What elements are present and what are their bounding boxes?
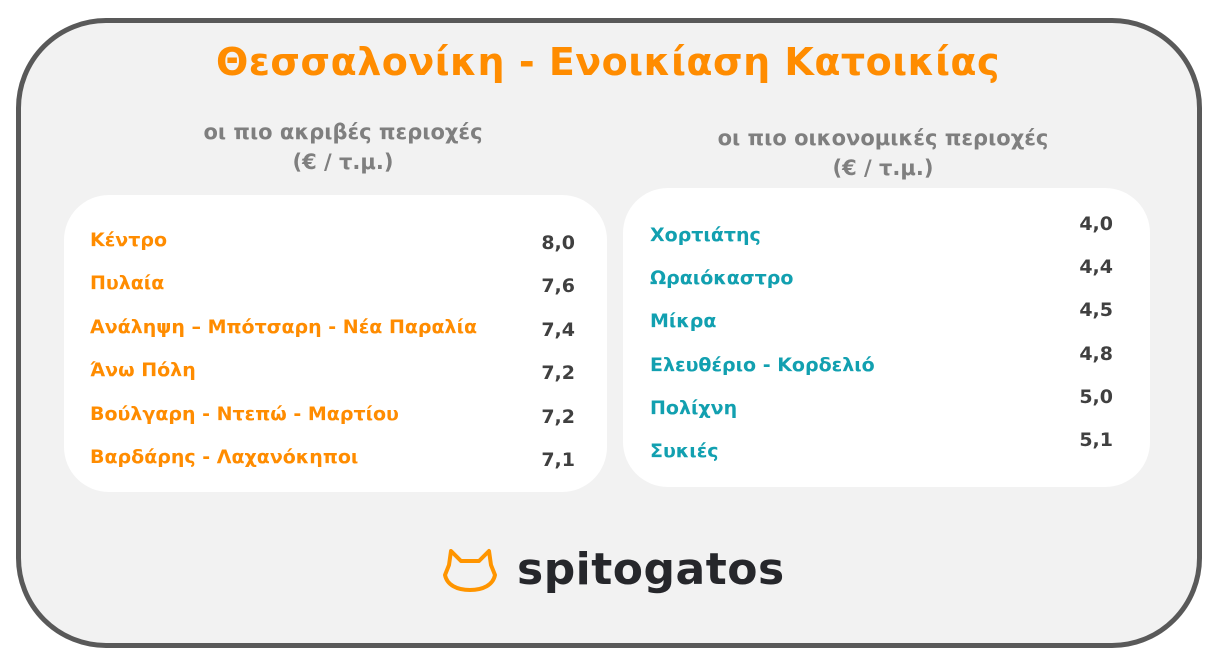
cheap-areas-card	[623, 188, 1150, 487]
cheap-area-price: 4,8	[1079, 342, 1113, 365]
cat-head-icon	[443, 548, 497, 592]
cheap-area-name: Ωραιόκαστρο	[650, 267, 794, 290]
expensive-area-price: 7,2	[541, 362, 575, 385]
cheap-area-name: Πολίχνη	[650, 396, 738, 419]
expensive-heading-text: οι πιο ακριβές περιοχές	[203, 120, 483, 144]
expensive-heading: οι πιο ακριβές περιοχές (€ / τ.μ.)	[143, 117, 543, 177]
cheap-area-name: Συκιές	[650, 440, 719, 462]
page-title: Θεσσαλονίκη - Ενοικίαση Κατοικίας	[215, 40, 1001, 84]
expensive-area-name: Βαρδάρης - Λαχανόκηποι	[90, 446, 359, 468]
cheap-area-price: 5,1	[1079, 429, 1113, 451]
expensive-area-name: Ανάληψη – Μπότσαρη - Νέα Παραλία	[90, 315, 478, 338]
cheap-area-price: 5,0	[1079, 385, 1113, 408]
expensive-area-name: Βούλγαρη - Ντεπώ - Μαρτίου	[90, 402, 399, 425]
cheap-area-name: Ελευθέριο - Κορδελιό	[650, 353, 875, 376]
expensive-area-name: Άνω Πόλη	[90, 359, 196, 382]
cheap-unit: (€ / τ.μ.)	[832, 156, 934, 180]
expensive-areas-card	[64, 195, 607, 492]
cheap-heading: οι πιο οικονομικές περιοχές (€ / τ.μ.)	[683, 123, 1083, 183]
cheap-area-name: Μίκρα	[650, 310, 717, 333]
cheap-heading-text: οι πιο οικονομικές περιοχές	[717, 126, 1049, 150]
logo-text: spitogatos	[517, 544, 785, 595]
expensive-area-price: 7,6	[541, 275, 575, 298]
expensive-area-price: 7,2	[541, 405, 575, 428]
cheap-area-price: 4,4	[1079, 256, 1113, 279]
cheap-area-name: Χορτιάτης	[650, 224, 761, 246]
expensive-area-price: 7,4	[541, 318, 575, 341]
expensive-area-price: 8,0	[541, 232, 575, 254]
expensive-unit: (€ / τ.μ.)	[292, 150, 394, 174]
expensive-area-price: 7,1	[541, 449, 575, 471]
expensive-area-name: Πυλαία	[90, 272, 165, 295]
expensive-area-name: Κέντρο	[90, 229, 168, 251]
cheap-area-price: 4,0	[1079, 213, 1113, 235]
cheap-area-price: 4,5	[1079, 299, 1113, 322]
spitogatos-logo: spitogatos	[443, 544, 785, 595]
